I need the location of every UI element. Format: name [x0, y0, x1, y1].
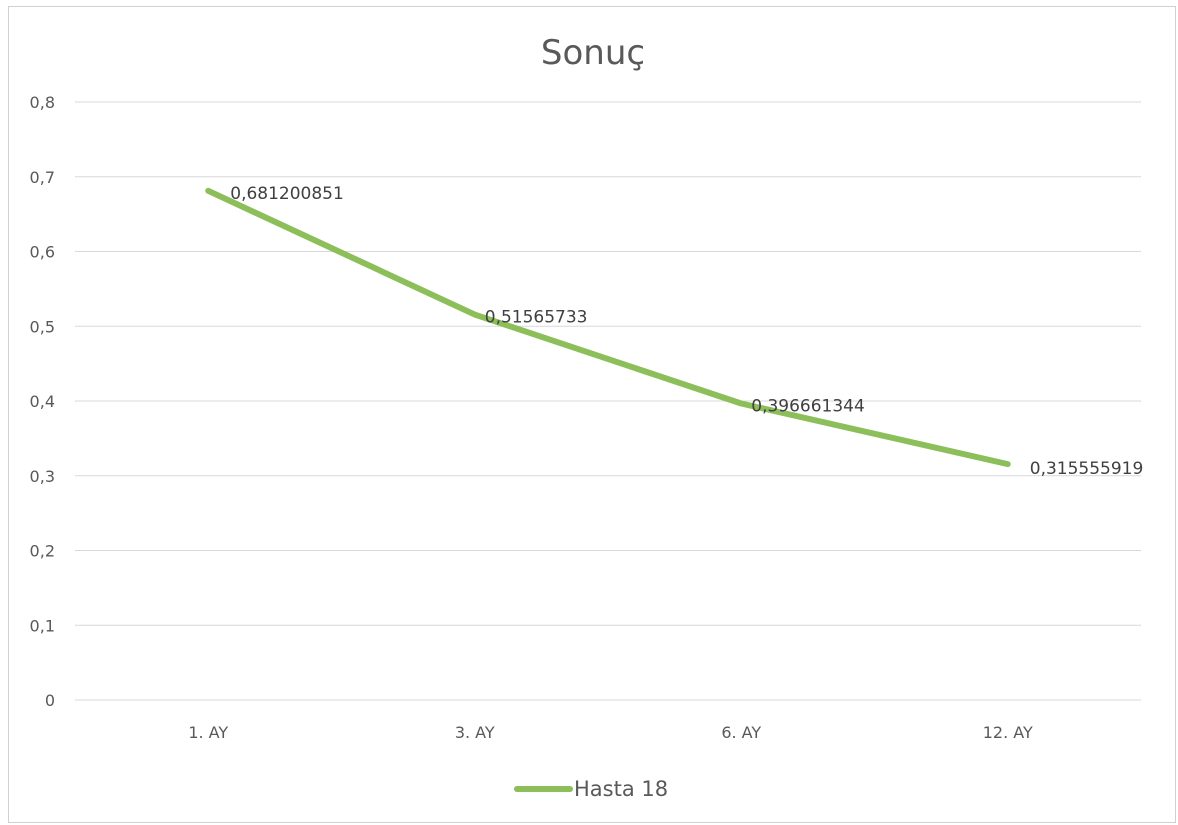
x-tick-label: 6. AY	[721, 723, 761, 742]
series-line-hasta-18	[205, 187, 1011, 468]
x-tick-label: 1. AY	[188, 723, 228, 742]
y-tick-label: 0,3	[30, 467, 55, 486]
legend-label: Hasta 18	[574, 777, 668, 801]
y-tick-label: 0,7	[30, 168, 55, 187]
data-label: 0,396661344	[751, 396, 865, 416]
legend: Hasta 18	[514, 777, 668, 801]
gridlines	[75, 101, 1141, 701]
y-tick-label: 0,2	[30, 542, 55, 561]
x-tick-label: 12. AY	[983, 723, 1033, 742]
y-axis-ticks: 0 0,1 0,2 0,3 0,4 0,5 0,6 0,7 0,8	[30, 93, 55, 710]
series-lines	[205, 187, 1011, 468]
y-tick-label: 0,1	[30, 616, 55, 635]
chart-title: Sonuç	[541, 33, 645, 73]
y-tick-label: 0	[45, 691, 55, 710]
y-tick-label: 0,8	[30, 93, 55, 112]
data-label: 0,315555919	[1030, 459, 1144, 479]
y-tick-label: 0,6	[30, 243, 55, 262]
x-axis-ticks: 1. AY 3. AY 6. AY 12. AY	[188, 723, 1033, 742]
line-chart: Sonuç 0 0,1 0,2 0,3 0,4 0,5 0,6 0,7 0,8 1. AY 3. …	[30, 33, 1144, 801]
data-labels: 0,681200851 0,51565733 0,396661344 0,315555…	[230, 184, 1143, 479]
data-label: 0,51565733	[485, 308, 588, 328]
x-tick-label: 3. AY	[455, 723, 495, 742]
y-tick-label: 0,4	[30, 392, 55, 411]
y-tick-label: 0,5	[30, 317, 55, 336]
data-label: 0,681200851	[230, 184, 344, 204]
chart-container: Sonuç 0 0,1 0,2 0,3 0,4 0,5 0,6 0,7 0,8 1. AY 3. …	[8, 6, 1176, 823]
